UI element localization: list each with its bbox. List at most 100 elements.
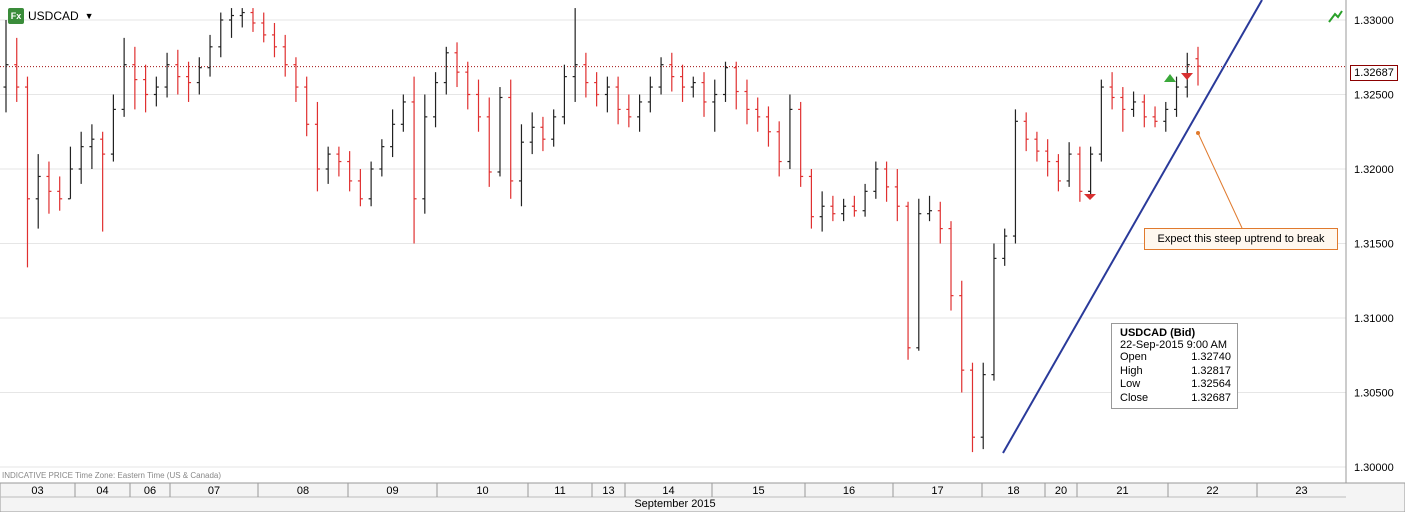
chart-style-icon <box>1328 10 1343 23</box>
ohlc-bar <box>1034 131 1040 162</box>
x-tick-label: 10 <box>476 485 488 497</box>
annotation-arrow-dot <box>1196 131 1200 135</box>
ohlc-bar <box>1002 228 1008 266</box>
ohlc-bar <box>572 8 578 102</box>
ohlc-bar <box>1045 139 1051 177</box>
ohlc-bar <box>433 72 439 128</box>
ohlc-bar <box>1120 87 1126 132</box>
tooltip-datetime: 22-Sep-2015 9:00 AM <box>1120 339 1228 351</box>
ohlc-bar <box>132 46 138 110</box>
x-tick-label: 18 <box>1007 485 1019 497</box>
ohlc-bar <box>637 94 643 132</box>
x-tick-label: 16 <box>843 485 855 497</box>
buy-marker-icon <box>1164 74 1176 82</box>
ohlc-bar <box>261 12 267 43</box>
ohlc-bar <box>46 161 52 214</box>
ohlc-bar <box>1141 94 1147 128</box>
ohlc-bar <box>841 198 847 222</box>
ohlc-bar <box>379 139 385 177</box>
x-axis-month-label: September 2015 <box>634 498 716 510</box>
ohlc-bar <box>798 101 804 187</box>
ohlc-bar <box>712 79 718 132</box>
ohlc-bar <box>626 94 632 128</box>
ohlc-bar <box>218 12 224 58</box>
sell-marker-icon <box>1084 194 1096 200</box>
ohlc-bar <box>1174 76 1180 117</box>
ohlc-bar <box>927 195 933 222</box>
ohlc-bar <box>175 49 181 95</box>
ohlc-bar <box>701 72 707 117</box>
ohlc-bar <box>293 57 299 102</box>
x-tick-label: 04 <box>96 485 108 497</box>
ohlc-bar <box>508 79 514 199</box>
chevron-down-icon[interactable]: ▼ <box>84 11 94 21</box>
ohlc-bar <box>336 146 342 177</box>
ohlc-bar <box>658 57 664 95</box>
fx-icon: Fx <box>8 8 24 24</box>
x-tick-label: 14 <box>662 485 674 497</box>
ohlc-bar <box>594 72 600 107</box>
ohlc-bar <box>722 61 728 102</box>
ohlc-bar <box>1088 146 1094 196</box>
ohlc-bar <box>551 109 557 147</box>
ohlc-bar <box>422 94 428 214</box>
ohlc-bar <box>808 169 814 229</box>
annotation-arrow <box>1197 132 1243 229</box>
ohlc-bar <box>980 362 986 450</box>
ohlc-bar <box>14 37 20 102</box>
ohlc-bar <box>325 146 331 184</box>
y-tick-label: 1.30500 <box>1354 388 1394 400</box>
ohlc-bar <box>615 76 621 125</box>
ohlc-bar <box>680 64 686 102</box>
ohlc-bar <box>937 201 943 244</box>
tooltip-row-high: High 1.32817 <box>1120 364 1231 377</box>
y-tick-label: 1.30000 <box>1354 462 1394 474</box>
ohlc-bar <box>250 8 256 32</box>
ohlc-bar <box>851 195 857 217</box>
ohlc-bar <box>787 94 793 169</box>
ohlc-bar <box>314 101 320 192</box>
ohlc-bar <box>476 79 482 132</box>
ohlc-bar <box>1012 109 1018 244</box>
x-tick-label: 03 <box>31 485 43 497</box>
annotation-note: Expect this steep uptrend to break <box>1144 228 1338 250</box>
ohlc-bar <box>164 52 170 98</box>
y-tick-label: 1.31000 <box>1354 313 1394 325</box>
x-tick-label: 06 <box>144 485 156 497</box>
x-tick-label: 09 <box>386 485 398 497</box>
ohlc-bar <box>819 191 825 232</box>
x-tick-label: 23 <box>1295 485 1307 497</box>
trendline <box>1002 0 1263 454</box>
ohlc-bar <box>207 34 213 77</box>
ohlc-bar <box>35 154 41 229</box>
ohlc-bar <box>67 146 73 200</box>
ohlc-bar <box>465 61 471 110</box>
ohlc-bar <box>454 42 460 88</box>
x-tick-label: 17 <box>931 485 943 497</box>
tooltip-row-open: Open 1.32740 <box>1120 351 1231 363</box>
ohlc-bar <box>669 52 675 92</box>
ohlc-bar <box>57 176 63 211</box>
ohlc-bar <box>1195 46 1201 86</box>
last-price-tag: 1.32687 <box>1350 65 1398 81</box>
ohlc-bar <box>110 94 116 162</box>
x-tick-label: 22 <box>1206 485 1218 497</box>
ohlc-bar <box>948 221 954 311</box>
symbol-selector[interactable]: Fx USDCAD ▼ <box>8 8 94 24</box>
ohlc-bar <box>518 124 524 207</box>
ohlc-bar <box>1131 91 1137 117</box>
y-tick-label: 1.32000 <box>1354 164 1394 176</box>
ohlc-bar <box>755 97 761 132</box>
tooltip-title: USDCAD (Bid) <box>1120 327 1196 339</box>
tooltip-row-low: Low 1.32564 <box>1120 378 1231 390</box>
ohlc-bar <box>1098 79 1104 162</box>
ohlc-bar <box>282 34 288 77</box>
ohlc-bar <box>271 22 277 58</box>
ohlc-bar <box>78 131 84 184</box>
ohlc-bar <box>969 362 975 453</box>
ohlc-bar <box>529 112 535 155</box>
ohlc-bar <box>347 151 353 192</box>
ohlc-bar <box>647 76 653 113</box>
